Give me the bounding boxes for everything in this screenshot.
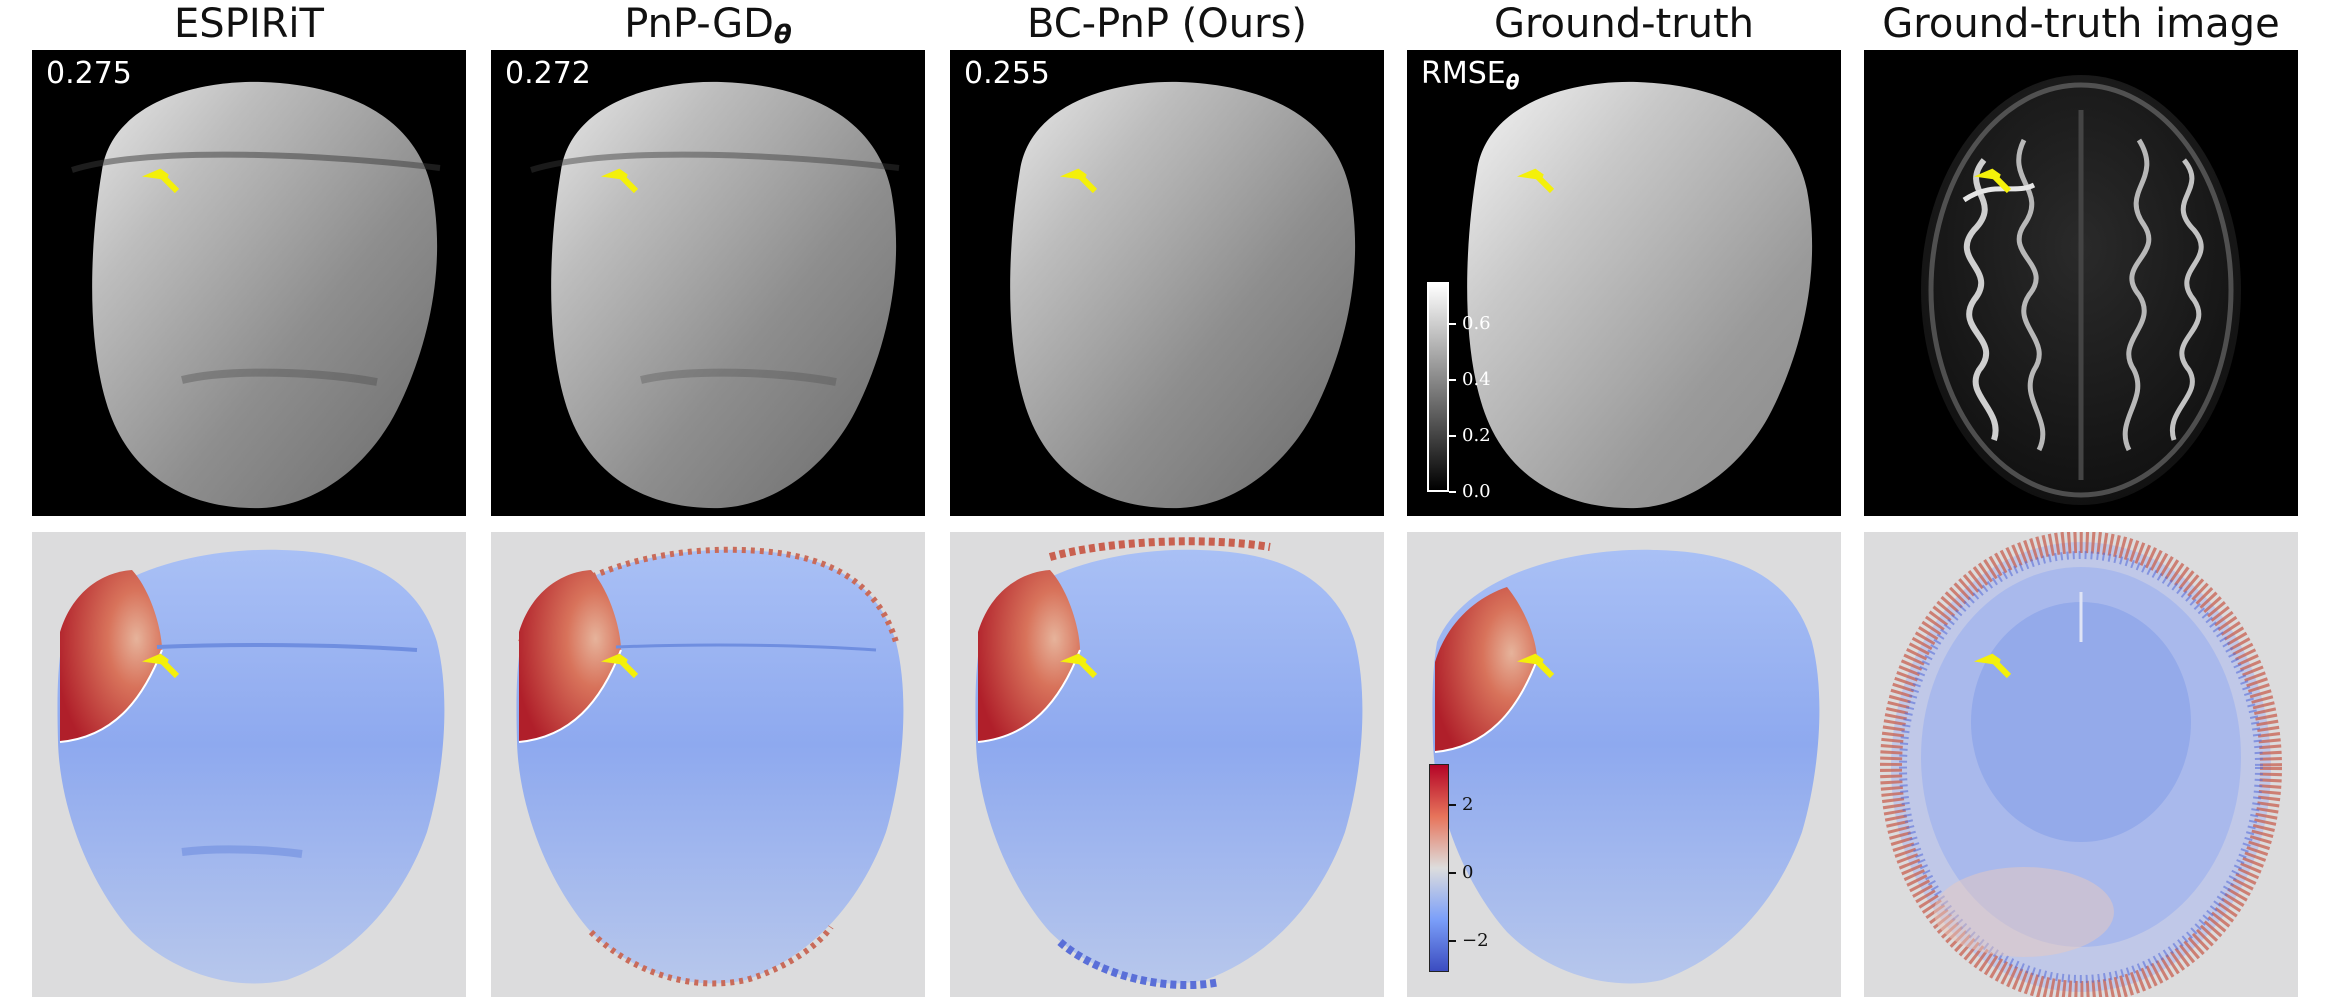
- column-title-pnp-gd: PnP-GDθ: [624, 1, 792, 50]
- arrow-icon: [1973, 168, 2012, 194]
- panel-ground-truth-magnitude: RMSEθ 0.6 0.4 0.2 0.0: [1407, 50, 1841, 516]
- panel-espirit-phase: [32, 532, 466, 997]
- column-title-ground-truth: Ground-truth: [1493, 1, 1755, 47]
- brain-phase-image: [1880, 532, 2282, 997]
- arrow-icon: [1516, 653, 1555, 679]
- arrow-icon: [600, 168, 639, 194]
- colorbar-phase: [1429, 764, 1449, 972]
- metric-value: 0.255: [964, 56, 1050, 91]
- panel-espirit-magnitude: 0.275: [32, 50, 466, 516]
- colorbar-rmse: [1427, 282, 1449, 492]
- colorbar-tick: 0.2: [1449, 425, 1491, 446]
- arrow-icon: [1059, 168, 1098, 194]
- metric-value: 0.275: [46, 56, 132, 91]
- metric-value: 0.272: [505, 56, 591, 91]
- panel-pnp-gd-phase: [491, 532, 925, 997]
- metric-label: RMSEθ: [1421, 56, 1520, 94]
- column-title-bc-pnp: BC-PnP (Ours): [1026, 1, 1308, 47]
- arrow-icon: [1059, 653, 1098, 679]
- arrow-icon: [1973, 653, 2012, 679]
- panel-pnp-gd-magnitude: 0.272: [491, 50, 925, 516]
- panel-ground-truth-image-phase: [1864, 532, 2298, 997]
- panel-ground-truth-image: [1864, 50, 2298, 516]
- colorbar-tick: 0.6: [1449, 313, 1491, 334]
- colorbar-tick: 2: [1449, 794, 1473, 815]
- colorbar-tick: 0: [1449, 862, 1473, 883]
- arrow-icon: [141, 168, 180, 194]
- arrow-icon: [1516, 168, 1555, 194]
- arrow-icon: [141, 653, 180, 679]
- colorbar-tick: −2: [1449, 930, 1489, 951]
- panel-bc-pnp-phase: [950, 532, 1384, 997]
- column-title-ground-truth-image: Ground-truth image: [1882, 1, 2280, 47]
- colorbar-tick: 0.4: [1449, 369, 1491, 390]
- panel-bc-pnp-magnitude: 0.255: [950, 50, 1384, 516]
- colorbar-tick: 0.0: [1449, 481, 1491, 502]
- panel-ground-truth-phase: 2 0 −2: [1407, 532, 1841, 997]
- arrow-icon: [600, 653, 639, 679]
- column-title-espirit: ESPIRiT: [174, 1, 324, 47]
